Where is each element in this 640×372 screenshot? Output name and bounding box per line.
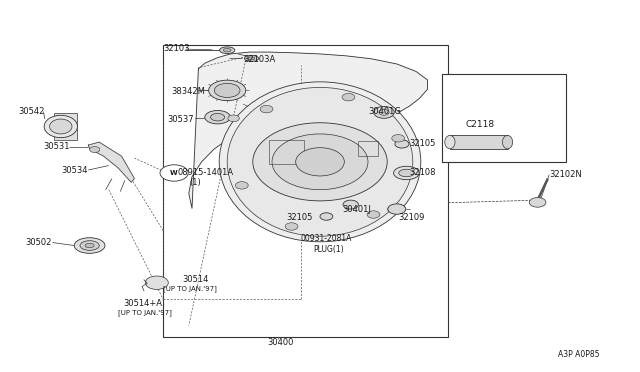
- Text: 00931-2081A: 00931-2081A: [301, 234, 352, 243]
- Text: 32105: 32105: [410, 139, 436, 148]
- Ellipse shape: [244, 55, 259, 61]
- Ellipse shape: [209, 80, 246, 101]
- Circle shape: [90, 147, 100, 153]
- Circle shape: [529, 198, 546, 207]
- Bar: [450, 135, 508, 149]
- Circle shape: [296, 148, 344, 176]
- Bar: [358, 141, 378, 156]
- Text: 30534: 30534: [61, 166, 87, 174]
- Circle shape: [392, 135, 404, 142]
- Text: 30401G: 30401G: [368, 107, 401, 116]
- Ellipse shape: [214, 83, 240, 97]
- Circle shape: [285, 223, 298, 230]
- Text: C2118: C2118: [466, 120, 495, 129]
- Circle shape: [272, 134, 368, 190]
- Text: 30514: 30514: [182, 275, 209, 284]
- Ellipse shape: [394, 166, 419, 180]
- Text: 30537: 30537: [168, 115, 195, 124]
- Ellipse shape: [205, 110, 230, 124]
- Bar: [269, 140, 304, 164]
- Ellipse shape: [399, 169, 414, 177]
- Circle shape: [145, 276, 168, 289]
- Text: 32103A: 32103A: [243, 55, 275, 64]
- Bar: [54, 113, 77, 140]
- Circle shape: [379, 109, 389, 115]
- Circle shape: [374, 106, 394, 118]
- Ellipse shape: [80, 241, 99, 250]
- Circle shape: [367, 211, 380, 218]
- Text: 32103: 32103: [163, 44, 189, 53]
- Text: (1): (1): [189, 178, 200, 187]
- Ellipse shape: [227, 87, 413, 236]
- Text: 32108: 32108: [410, 169, 436, 177]
- Circle shape: [253, 123, 387, 201]
- Ellipse shape: [211, 113, 225, 121]
- Circle shape: [160, 165, 188, 181]
- Text: 32109: 32109: [398, 213, 424, 222]
- Text: 30502: 30502: [26, 238, 52, 247]
- Ellipse shape: [44, 115, 77, 138]
- Text: 32102N: 32102N: [549, 170, 582, 179]
- Circle shape: [343, 200, 358, 209]
- Ellipse shape: [223, 49, 231, 52]
- Circle shape: [228, 115, 239, 122]
- Text: 08915-1401A: 08915-1401A: [178, 169, 234, 177]
- Text: 32105: 32105: [287, 213, 313, 222]
- Text: A3P A0P85: A3P A0P85: [558, 350, 600, 359]
- Text: 30401J: 30401J: [342, 205, 371, 214]
- Circle shape: [388, 204, 406, 214]
- Ellipse shape: [219, 82, 421, 242]
- Circle shape: [342, 93, 355, 101]
- Ellipse shape: [445, 135, 455, 149]
- Text: PLUG(1): PLUG(1): [314, 245, 344, 254]
- Text: 38342M: 38342M: [172, 87, 205, 96]
- Circle shape: [236, 182, 248, 189]
- Ellipse shape: [74, 238, 105, 253]
- Text: 30531: 30531: [44, 142, 70, 151]
- Text: 30400: 30400: [268, 339, 294, 347]
- Text: [UP TO JAN.'97]: [UP TO JAN.'97]: [163, 286, 217, 292]
- Ellipse shape: [50, 119, 72, 134]
- Polygon shape: [88, 142, 134, 182]
- Bar: [442, 74, 566, 162]
- Text: [UP TO JAN.'97]: [UP TO JAN.'97]: [118, 309, 172, 316]
- Text: 30542: 30542: [18, 107, 44, 116]
- Bar: [163, 45, 448, 337]
- Ellipse shape: [85, 243, 94, 248]
- Circle shape: [395, 140, 409, 148]
- Circle shape: [260, 105, 273, 113]
- Ellipse shape: [502, 135, 513, 149]
- Ellipse shape: [220, 47, 235, 54]
- Circle shape: [320, 213, 333, 220]
- Ellipse shape: [248, 57, 255, 60]
- Text: W: W: [170, 170, 178, 176]
- Polygon shape: [189, 52, 428, 208]
- Text: 30514+A: 30514+A: [124, 299, 163, 308]
